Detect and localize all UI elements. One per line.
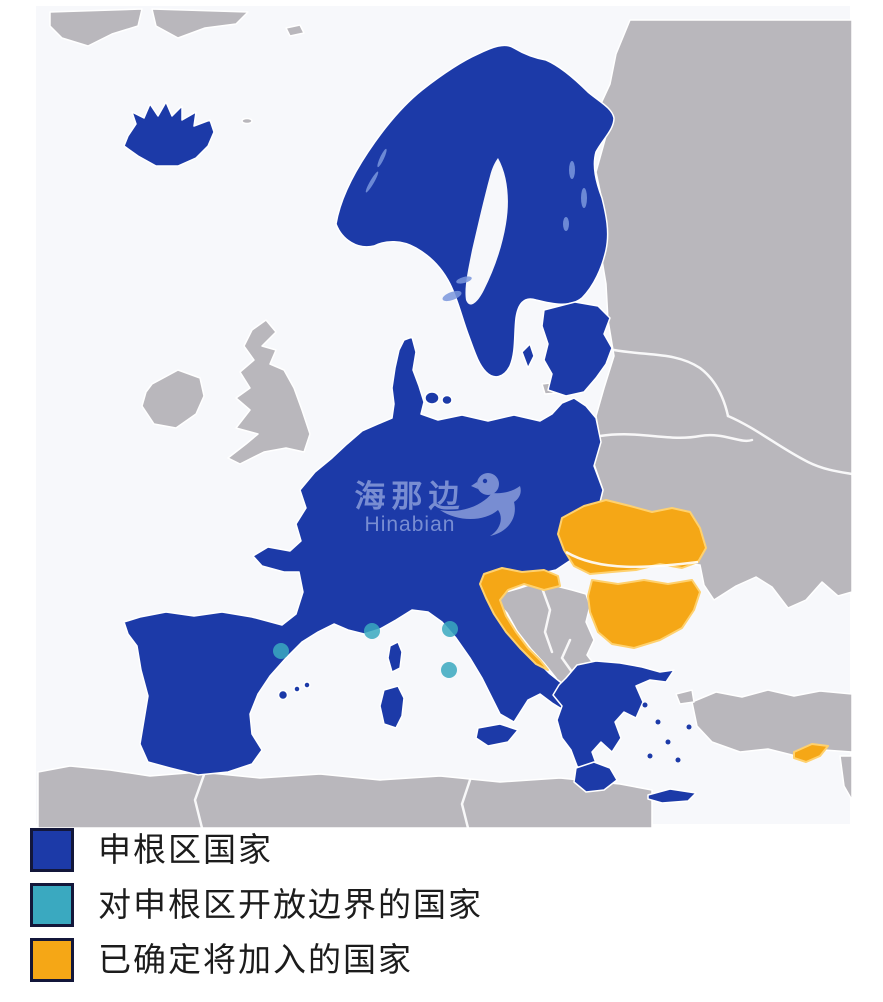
region-balearic-2 [293, 685, 301, 693]
gulf-of-bothnia [465, 158, 508, 305]
legend-label-joining: 已确定将加入的国家 [98, 941, 413, 978]
region-iceland [123, 101, 215, 167]
region-danish-isle-zealand [424, 391, 440, 405]
romania-bulgaria-border [565, 550, 699, 569]
legend-swatch-open-border [30, 883, 74, 927]
region-baltic-states [541, 301, 613, 397]
region-great-britain [227, 319, 311, 465]
region-bulgaria [587, 579, 701, 649]
region-balearic-1 [277, 689, 289, 701]
region-ireland [141, 369, 205, 429]
lakes [365, 148, 587, 302]
region-balearic-3 [303, 681, 311, 689]
europe-map: 海那边 Hinabian [37, 8, 853, 829]
watermark-cn: 海那边 [355, 479, 466, 514]
region-peloponnese [573, 761, 618, 793]
joining-regions [479, 499, 829, 763]
legend-row-schengen: 申根区国家 [30, 826, 483, 874]
region-scandinavia [335, 44, 615, 378]
region-corsica [387, 641, 403, 673]
region-turkey-thrace [675, 689, 695, 705]
region-croatia [479, 567, 561, 671]
legend-row-open-border: 对申根区开放边界的国家 [30, 881, 483, 929]
legend-row-joining: 已确定将加入的国家 [30, 936, 483, 984]
legend-label-open-border: 对申根区开放边界的国家 [98, 886, 483, 923]
region-svalbard [285, 24, 305, 37]
region-sicily [475, 723, 519, 747]
map-legend: 申根区国家 对申根区开放边界的国家 已确定将加入的国家 [30, 826, 483, 984]
watermark: 海那边 Hinabian [355, 473, 521, 536]
region-sardinia [379, 685, 405, 729]
region-turkey [691, 689, 853, 757]
legend-swatch-joining [30, 938, 74, 982]
region-levant-sliver [839, 755, 853, 801]
region-cyprus [793, 743, 829, 763]
region-crete [647, 788, 697, 804]
watermark-en: Hinabian [365, 513, 456, 536]
legend-label-schengen: 申根区国家 [98, 831, 273, 868]
microstate-san-marino [442, 621, 458, 637]
region-gotland [521, 343, 535, 369]
legend-swatch-schengen [30, 828, 74, 872]
microstate-vatican [441, 662, 457, 678]
region-greenland-west [49, 8, 143, 47]
microstate-andorra [273, 643, 289, 659]
microstate-monaco [364, 623, 380, 639]
watermark-bird-icon [440, 473, 521, 536]
region-greenland-east [151, 8, 249, 39]
region-danish-isle-funen [441, 394, 453, 406]
region-greece [552, 660, 675, 777]
region-faroe [241, 117, 253, 125]
region-aegean-islands [642, 702, 692, 763]
schengen-regions [123, 44, 697, 804]
open-border-markers [273, 621, 458, 678]
region-north-africa [37, 765, 653, 829]
region-schengen-mainland [123, 336, 604, 776]
